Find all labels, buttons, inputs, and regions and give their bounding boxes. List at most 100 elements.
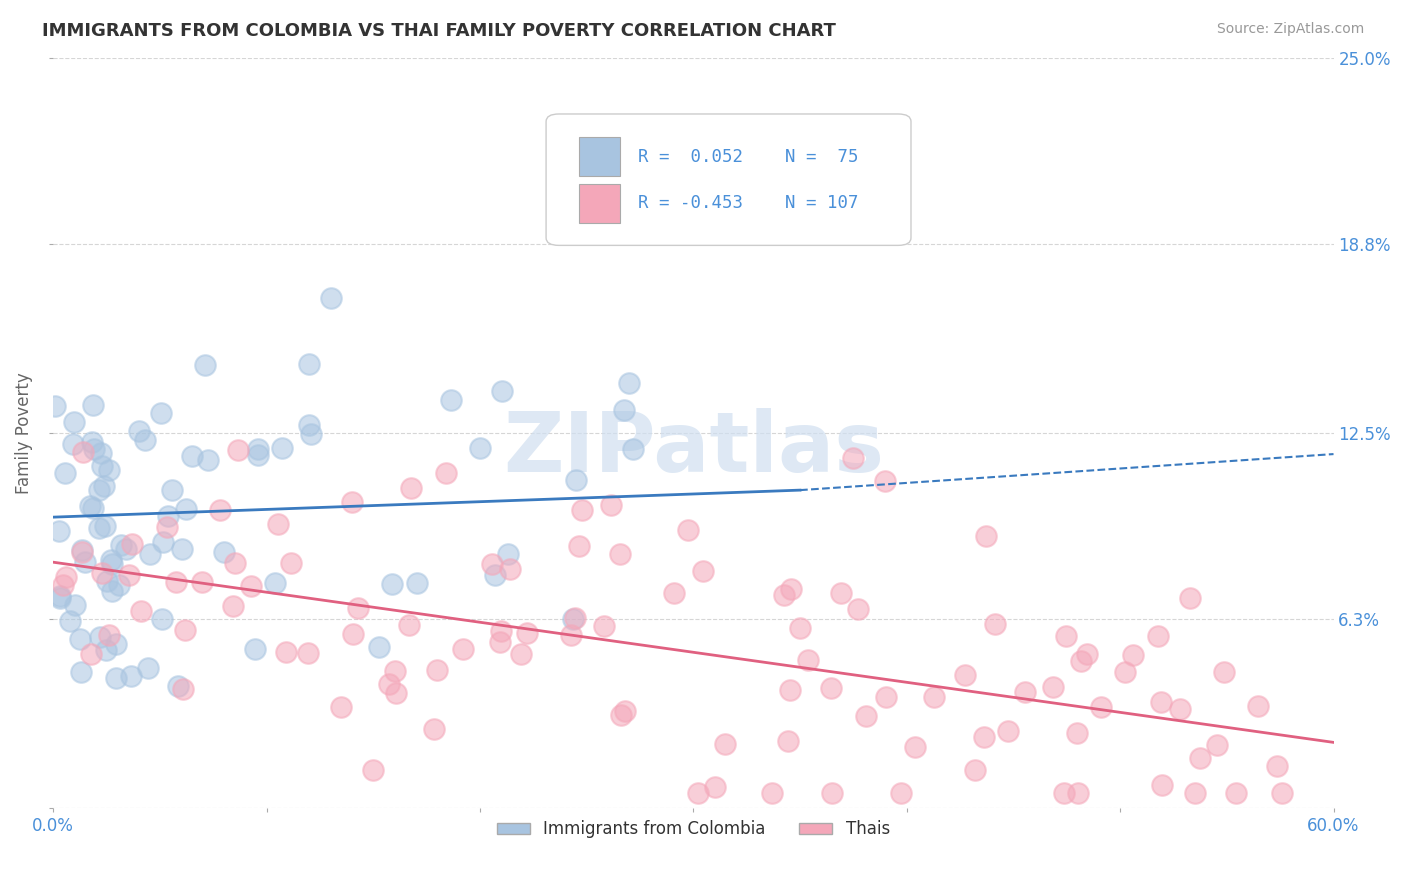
Point [342,626,364,640]
Point [890,786,912,800]
Point [1053,786,1076,800]
Point [299,426,322,441]
Point [167,679,190,693]
Point [440,392,463,407]
Point [1188,751,1211,765]
Point [821,786,844,800]
Point [121,669,143,683]
Point [226,443,249,458]
Point [406,575,429,590]
Point [44,399,66,413]
Point [1206,738,1229,752]
Point [1070,654,1092,668]
Point [319,291,342,305]
Point [274,644,297,658]
Point [776,733,799,747]
Point [1225,786,1247,800]
Point [1122,648,1144,662]
Point [1066,725,1088,739]
Point [174,502,197,516]
Point [87,521,110,535]
Point [1150,778,1173,792]
Point [664,586,686,600]
Point [686,786,709,800]
Point [1150,695,1173,709]
Point [713,737,735,751]
Point [149,406,172,420]
Point [398,618,420,632]
Point [80,434,103,449]
Y-axis label: Family Poverty: Family Poverty [15,372,32,494]
Point [682,146,704,161]
Point [796,653,818,667]
Point [855,709,877,723]
Point [1042,680,1064,694]
Point [108,578,131,592]
Text: IMMIGRANTS FROM COLOMBIA VS THAI FAMILY POVERTY CORRELATION CHART: IMMIGRANTS FROM COLOMBIA VS THAI FAMILY … [42,22,837,40]
Point [62,415,84,429]
Point [208,503,231,517]
Point [53,466,76,480]
Point [1247,699,1270,714]
Point [55,570,77,584]
Point [52,578,75,592]
Text: R =  0.052    N =  75: R = 0.052 N = 75 [638,148,859,166]
Point [134,433,156,447]
Point [488,635,510,649]
Point [692,564,714,578]
Point [560,628,582,642]
Point [1213,665,1236,680]
Point [118,568,141,582]
Point [613,403,636,417]
Point [96,574,118,588]
Point [75,555,97,569]
Point [361,764,384,778]
Point [172,682,194,697]
Point [156,520,179,534]
Point [772,588,794,602]
Point [174,624,197,638]
Point [468,441,491,455]
Point [150,612,173,626]
Point [820,681,842,696]
Point [70,543,93,558]
Point [614,704,637,718]
Point [381,576,404,591]
Text: ZIPatlas: ZIPatlas [503,408,884,489]
Point [997,724,1019,739]
Point [62,437,84,451]
Point [973,730,995,744]
Point [384,664,406,678]
Point [704,780,727,794]
Point [197,453,219,467]
Point [93,478,115,492]
Point [297,646,319,660]
Point [510,647,533,661]
Point [152,535,174,549]
Point [779,582,801,596]
Point [1014,685,1036,699]
Point [89,631,111,645]
Point [165,575,187,590]
Point [367,640,389,655]
Point [426,663,449,677]
Point [59,614,82,628]
Point [1146,629,1168,643]
Point [222,599,245,613]
Point [484,567,506,582]
Point [904,739,927,754]
Point [1184,786,1206,800]
Point [194,358,217,372]
Point [49,589,72,603]
Point [114,542,136,557]
Point [298,357,321,371]
Point [1114,665,1136,679]
Point [70,545,93,559]
Point [224,557,246,571]
Point [976,529,998,543]
Point [240,579,263,593]
Point [264,575,287,590]
Bar [579,184,620,223]
Point [90,446,112,460]
Point [87,483,110,498]
